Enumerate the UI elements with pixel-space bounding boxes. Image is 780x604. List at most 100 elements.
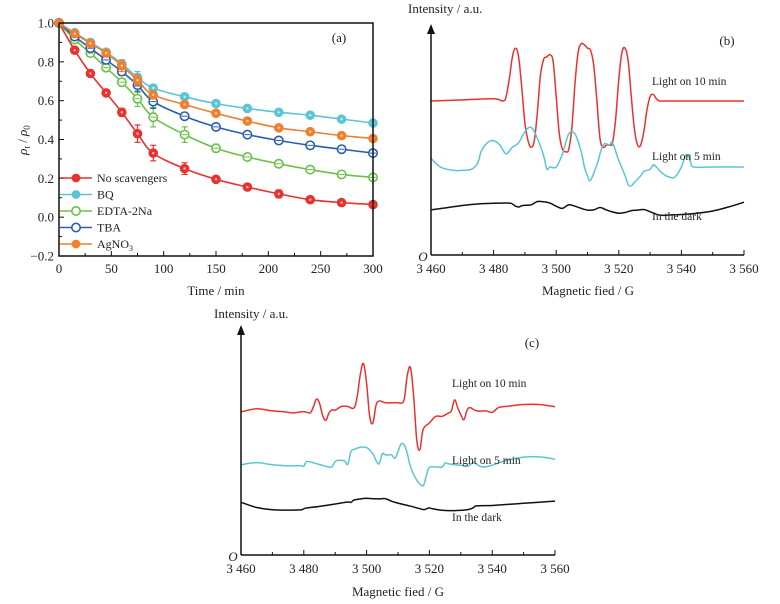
panel-b-y-arrow-icon xyxy=(427,24,435,34)
data-point-highlight xyxy=(246,107,249,110)
legend-label: EDTA-2Na xyxy=(97,204,153,218)
legend-item: AgNO3 xyxy=(60,237,133,253)
spectrum-light-on-10-min xyxy=(430,42,744,153)
x-tick-label: 3 560 xyxy=(729,261,758,276)
panel-b-chart: 3 460 3 480 3 500 3 520 3 540 3 560 Intensity… xyxy=(408,1,759,298)
data-point-highlight xyxy=(340,134,343,137)
legend-label: No scavengers xyxy=(97,171,168,185)
x-tick-label: 150 xyxy=(206,261,226,276)
spectrum-in-the-dark xyxy=(430,200,745,217)
x-tick-label: 3 520 xyxy=(415,561,444,576)
data-point-highlight xyxy=(136,132,139,135)
data-point-highlight xyxy=(309,114,312,117)
data-point-highlight xyxy=(136,79,139,82)
x-tick-label: 50 xyxy=(105,261,118,276)
panel-b-curve-label-5min: Light on 5 min xyxy=(652,151,721,163)
data-point-highlight xyxy=(309,198,312,201)
panel-b-ticks: 3 460 3 480 3 500 3 520 3 540 3 560 xyxy=(416,250,759,276)
data-point-highlight xyxy=(214,178,218,181)
data-point-highlight xyxy=(152,93,155,97)
data-point-highlight xyxy=(246,119,249,123)
panel-c-x-axis-title: Magnetic fied / G xyxy=(352,584,444,599)
data-point-highlight xyxy=(73,32,76,35)
y-tick-label: 0.0 xyxy=(38,210,54,225)
legend-label: BQ xyxy=(97,188,114,202)
x-tick-label: 3 500 xyxy=(352,561,381,576)
legend-swatch-marker xyxy=(71,190,81,199)
panel-c-curve-label-10min: Light on 10 min xyxy=(452,378,527,390)
spectrum-light-on-10-min xyxy=(240,362,556,451)
spectrum-light-on-5-min xyxy=(430,126,744,187)
legend-label: AgNO3 xyxy=(97,237,133,253)
data-point-highlight xyxy=(183,103,186,106)
x-tick-label: 0 xyxy=(56,261,63,276)
panel-a-chart: 0 50 100 150 200 250 300 −0.2 0.0 0.2 0.4 0.6 0.8 1.0… xyxy=(15,16,383,299)
series-no-scavengers xyxy=(54,18,378,210)
panel-c-y-arrow-icon xyxy=(237,325,245,335)
legend-item: TBA xyxy=(60,221,121,235)
y-title-sub-0: 0 xyxy=(22,125,32,130)
spectrum-light-on-5-min xyxy=(240,442,556,487)
panel-a-x-axis-title: Time / min xyxy=(187,283,245,298)
x-tick-label: 300 xyxy=(363,261,383,276)
data-point-highlight xyxy=(309,130,312,133)
y-tick-label: 1.0 xyxy=(38,16,54,31)
panel-b-label: (b) xyxy=(719,33,734,48)
y-tick-label: 0.6 xyxy=(38,93,55,108)
y-title-rho-t: ρ xyxy=(15,149,30,156)
series-line xyxy=(58,22,374,140)
legend-label-main: No scavengers xyxy=(97,171,168,185)
legend-swatch-marker xyxy=(71,239,81,249)
legend-swatch-marker xyxy=(71,206,82,217)
data-point-highlight xyxy=(183,95,186,98)
spectrum-in-the-dark xyxy=(240,497,556,512)
x-tick-label: 3 560 xyxy=(540,561,569,576)
legend-label-main: EDTA-2Na xyxy=(97,204,153,218)
legend-swatch-marker xyxy=(71,173,81,183)
data-point-highlight xyxy=(340,201,343,204)
x-tick-label: 3 460 xyxy=(416,261,445,276)
data-point-highlight xyxy=(152,151,155,155)
panel-b-curve-label-dark: In the dark xyxy=(652,211,702,223)
panel-c-curve-label-5min: Light on 5 min xyxy=(452,455,521,467)
data-point-highlight xyxy=(120,111,124,114)
data-point-highlight xyxy=(277,111,280,114)
x-tick-label: 250 xyxy=(311,261,331,276)
legend-item: BQ xyxy=(60,188,114,202)
panel-c-curve-label-dark: In the dark xyxy=(452,512,502,524)
panel-a-legend: No scavengers BQ EDTA-2Na TBA AgNO3 xyxy=(60,171,168,253)
x-tick-label: 3 480 xyxy=(289,561,318,576)
data-point-highlight xyxy=(104,51,108,55)
panel-b-origin-label: O xyxy=(418,249,428,264)
panel-c-ticks: 3 460 3 480 3 500 3 520 3 540 3 560 xyxy=(226,550,570,576)
panel-c-chart: 3 460 3 480 3 500 3 520 3 540 3 560 Intensity… xyxy=(214,306,570,599)
y-tick-label: 0.4 xyxy=(38,132,55,147)
legend-label-sub: 3 xyxy=(129,244,133,253)
y-title-sep: / xyxy=(15,136,30,146)
data-point-highlight xyxy=(277,126,280,130)
legend-label-main: AgNO xyxy=(97,237,129,251)
y-tick-label: 0.2 xyxy=(38,171,54,186)
data-point-highlight xyxy=(89,42,92,45)
series-tba xyxy=(53,17,378,159)
data-point-highlight xyxy=(183,167,186,170)
panel-a-y-axis-title: ρt / ρ0 xyxy=(15,125,32,156)
data-point-highlight xyxy=(340,117,343,121)
legend-label-main: BQ xyxy=(97,188,114,202)
y-tick-label: 0.8 xyxy=(38,54,54,69)
data-point-highlight xyxy=(89,72,92,75)
panel-a-ticks: 0 50 100 150 200 250 300 −0.2 0.0 0.2 0.4 0.6 0.8 1.0 xyxy=(30,16,382,277)
data-point-highlight xyxy=(120,64,124,67)
x-tick-label: 100 xyxy=(154,261,174,276)
legend-swatch-marker xyxy=(71,222,82,233)
data-point-highlight xyxy=(214,112,218,115)
panel-b-y-axis-title: Intensity / a.u. xyxy=(408,1,482,16)
panel-a-series-group xyxy=(53,17,378,210)
legend-label-main: TBA xyxy=(97,221,121,235)
x-tick-label: 3 540 xyxy=(478,561,507,576)
data-point-highlight xyxy=(277,192,280,196)
x-tick-label: 3 500 xyxy=(542,261,571,276)
data-point-highlight xyxy=(73,48,76,52)
panel-b-x-axis-title: Magnetic fied / G xyxy=(542,283,634,298)
